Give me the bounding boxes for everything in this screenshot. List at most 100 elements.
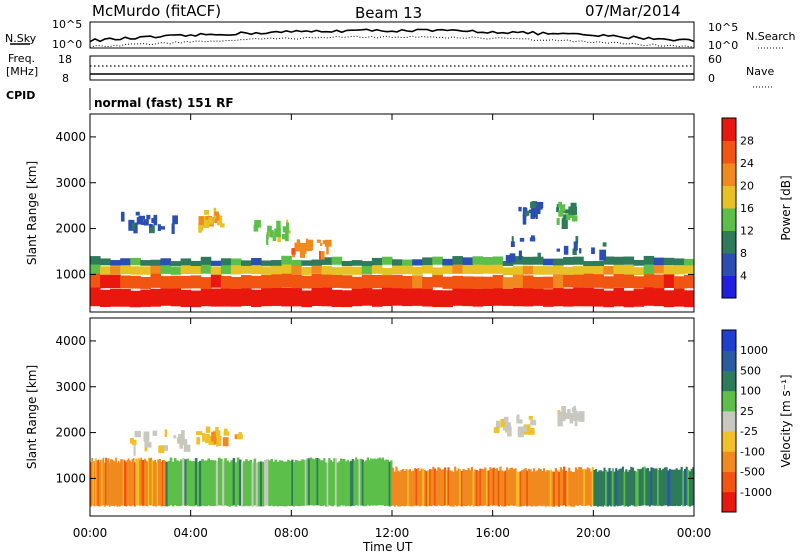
heatmap-cell [165, 461, 169, 507]
echo-patch [556, 207, 560, 213]
heatmap-cell [160, 276, 172, 289]
heatmap-cell [222, 461, 225, 507]
heatmap-cell [422, 257, 433, 265]
echo-patch [198, 216, 204, 225]
heatmap-cell [440, 469, 443, 507]
heatmap-cell [331, 289, 343, 307]
heatmap-cell [670, 469, 673, 507]
echo-patch [223, 431, 230, 436]
heatmap-cell [333, 458, 336, 506]
heatmap-cell [605, 469, 608, 507]
heatmap-cell [120, 289, 131, 307]
heatmap-cell [611, 468, 614, 506]
echo-patch [211, 431, 216, 442]
heatmap-cell [388, 461, 391, 507]
heatmap-cell [215, 461, 219, 507]
heatmap-cell [509, 467, 512, 506]
heatmap-cell [271, 265, 282, 275]
heatmap-cell [108, 462, 111, 507]
y-tick-label: 4000 [55, 334, 86, 348]
heatmap-cell [616, 470, 619, 507]
heatmap-cell [276, 461, 280, 507]
echo-patch [151, 217, 156, 223]
echo-patch [158, 445, 165, 453]
heatmap-cell [511, 467, 514, 506]
colorbar-segment [722, 118, 736, 141]
echo-patch [602, 242, 607, 247]
heatmap-cell [110, 459, 112, 506]
echo-patch [234, 434, 239, 440]
heatmap-cell [180, 459, 183, 506]
heatmap-cell [281, 262, 292, 274]
echo-patch [505, 255, 512, 264]
noise-left-tick-top: 10^5 [52, 18, 82, 31]
heatmap-cell [200, 277, 212, 289]
heatmap-cell [255, 462, 259, 507]
heatmap-cell [324, 462, 328, 507]
beam-title: Beam 13 [355, 4, 422, 22]
heatmap-cell [311, 273, 323, 289]
heatmap-cell [502, 286, 514, 306]
heatmap-cell [524, 468, 527, 506]
heatmap-cell [311, 259, 323, 266]
heatmap-cell [291, 287, 302, 307]
heatmap-cell [668, 468, 672, 506]
echo-patch [559, 204, 566, 212]
echo-patch [236, 434, 243, 439]
heatmap-cell [301, 290, 312, 308]
heatmap-cell [230, 258, 242, 266]
echo-patch [173, 435, 177, 439]
echo-patch [286, 219, 289, 225]
heatmap-cell [474, 469, 477, 506]
heatmap-cell [161, 460, 164, 506]
heatmap-cell [672, 469, 675, 507]
colorbar-tick-label: -100 [740, 445, 765, 458]
echo-patch [171, 223, 175, 235]
heatmap-cell [450, 470, 453, 507]
freq-unit-label: [MHz] [6, 65, 38, 78]
heatmap-cell [261, 461, 265, 507]
heatmap-cell [645, 468, 648, 506]
heatmap-cell [170, 287, 182, 307]
heatmap-cell [171, 461, 175, 507]
y-tick-label: 1000 [55, 471, 86, 485]
heatmap-cell [343, 458, 346, 506]
heatmap-cell [190, 290, 202, 308]
x-tick-label: 04:00 [173, 526, 208, 540]
nave-label: Nave [746, 65, 774, 78]
heatmap-cell [462, 263, 474, 274]
heatmap-cell [685, 466, 688, 506]
echo-patch [518, 419, 523, 424]
heatmap-cell [543, 258, 554, 266]
heatmap-cell [623, 264, 635, 275]
heatmap-cell [135, 458, 138, 506]
heatmap-cell [106, 459, 109, 506]
colorbar-label: Power [dB] [779, 175, 793, 240]
echo-patch [533, 206, 538, 217]
heatmap-cell [110, 260, 121, 266]
heatmap-cell [402, 264, 413, 275]
heatmap-cell [568, 467, 571, 506]
heatmap-cell [160, 258, 172, 266]
y-axis-label: Slant Range [km] [25, 365, 39, 469]
heatmap-cell [501, 470, 504, 507]
echo-patch [591, 247, 595, 255]
colorbar-segment [722, 410, 736, 432]
heatmap-cell [596, 471, 599, 507]
heatmap-cell [650, 467, 653, 506]
heatmap-cell [420, 468, 423, 506]
heatmap-cell [641, 467, 645, 506]
heatmap-cell [261, 287, 272, 307]
echo-patch [220, 223, 225, 228]
colorbar-tick-label: -25 [740, 425, 758, 438]
heatmap-cell [579, 467, 583, 506]
heatmap-cell [563, 256, 574, 265]
heatmap-cell [298, 461, 301, 507]
heatmap-cell [514, 468, 517, 506]
heatmap-cell [291, 459, 294, 506]
heatmap-cell [210, 266, 222, 275]
heatmap-cell [563, 271, 574, 288]
heatmap-cell [253, 458, 257, 506]
heatmap-cell [210, 260, 222, 266]
